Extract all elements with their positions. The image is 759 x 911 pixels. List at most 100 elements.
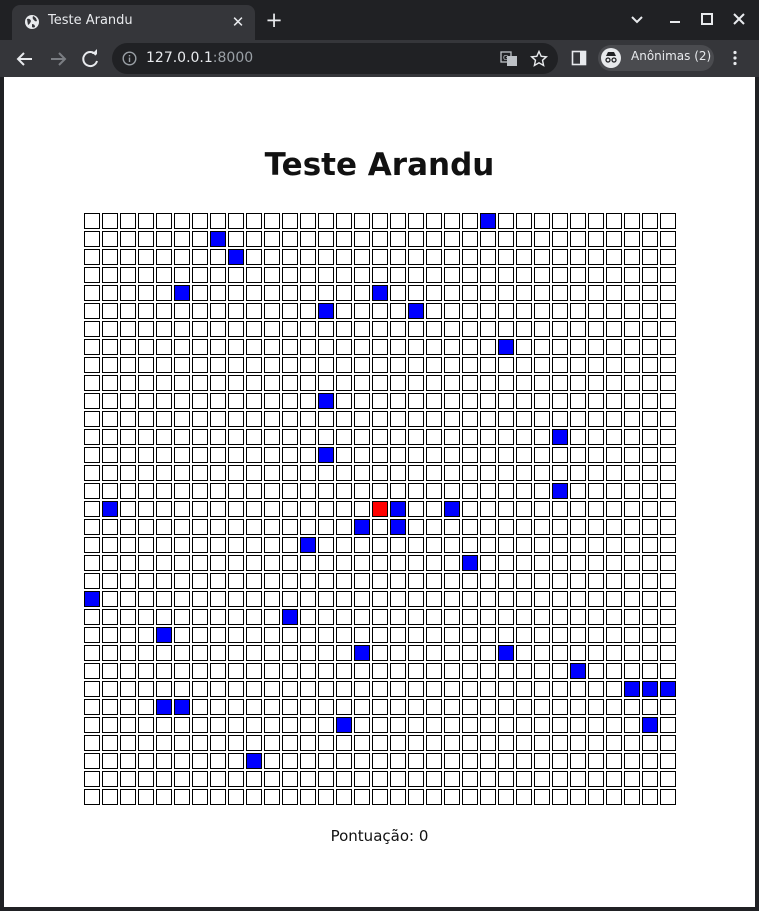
grid-cell <box>534 303 550 319</box>
grid-cell <box>606 717 622 733</box>
grid-cell <box>534 771 550 787</box>
grid-cell <box>228 591 244 607</box>
grid-cell <box>498 465 514 481</box>
grid-cell <box>660 267 676 283</box>
grid-cell <box>102 357 118 373</box>
chevron-down-icon[interactable] <box>623 6 651 34</box>
site-info-icon[interactable] <box>122 51 137 66</box>
grid-cell <box>120 267 136 283</box>
grid-cell <box>552 645 568 661</box>
maximize-icon[interactable] <box>693 6 721 34</box>
grid-cell <box>246 573 262 589</box>
minimize-icon[interactable] <box>661 6 689 34</box>
grid-cell <box>228 393 244 409</box>
grid-cell <box>192 393 208 409</box>
grid-cell <box>444 771 460 787</box>
grid-cell <box>570 573 586 589</box>
grid-cell <box>354 483 370 499</box>
side-panel-icon[interactable] <box>571 50 587 66</box>
grid-cell <box>534 465 550 481</box>
grid-cell <box>462 267 478 283</box>
grid-cell <box>408 717 424 733</box>
grid-cell <box>120 375 136 391</box>
grid-cell <box>318 267 334 283</box>
grid-cell <box>336 411 352 427</box>
grid-cell <box>534 753 550 769</box>
reload-icon[interactable] <box>77 46 103 72</box>
grid-cell <box>264 735 280 751</box>
grid-cell <box>84 627 100 643</box>
grid-cell <box>588 483 604 499</box>
url-text[interactable]: 127.0.0.1:8000 <box>146 50 253 66</box>
grid-cell <box>156 303 172 319</box>
grid-cell <box>444 429 460 445</box>
translate-icon[interactable]: G <box>500 50 518 68</box>
grid-cell <box>660 537 676 553</box>
back-arrow-icon[interactable] <box>12 46 38 72</box>
grid-cell <box>102 627 118 643</box>
grid-cell <box>228 285 244 301</box>
close-tab-icon[interactable]: ✕ <box>231 13 245 31</box>
grid-cell <box>372 735 388 751</box>
grid-cell <box>606 249 622 265</box>
grid-cell <box>408 663 424 679</box>
grid-cell <box>318 573 334 589</box>
grid-cell <box>498 537 514 553</box>
grid-cell <box>642 555 658 571</box>
grid-cell <box>408 447 424 463</box>
grid-cell <box>462 375 478 391</box>
grid-cell <box>210 519 226 535</box>
grid-cell <box>228 483 244 499</box>
player-cell <box>372 501 388 517</box>
grid-cell <box>516 267 532 283</box>
grid-cell <box>318 321 334 337</box>
grid-cell <box>156 681 172 697</box>
grid-cell <box>228 537 244 553</box>
forward-arrow-icon[interactable] <box>45 46 71 72</box>
profile-button[interactable]: Anônimas (2) <box>598 45 714 71</box>
game-board[interactable] <box>84 213 676 805</box>
wall-cell <box>156 627 172 643</box>
grid-cell <box>192 555 208 571</box>
grid-cell <box>660 447 676 463</box>
grid-cell <box>372 447 388 463</box>
wall-cell <box>480 213 496 229</box>
grid-cell <box>156 231 172 247</box>
grid-cell <box>390 555 406 571</box>
grid-cell <box>84 321 100 337</box>
grid-cell <box>174 213 190 229</box>
grid-cell <box>138 627 154 643</box>
grid-cell <box>84 789 100 805</box>
grid-cell <box>480 321 496 337</box>
new-tab-icon[interactable]: + <box>265 8 283 32</box>
bookmark-star-icon[interactable] <box>530 50 548 68</box>
grid-cell <box>624 735 640 751</box>
grid-cell <box>120 591 136 607</box>
grid-cell <box>408 537 424 553</box>
wall-cell <box>552 483 568 499</box>
grid-cell <box>570 267 586 283</box>
more-options-icon[interactable] <box>726 49 744 67</box>
grid-cell <box>210 573 226 589</box>
grid-cell <box>534 735 550 751</box>
wall-cell <box>462 555 478 571</box>
grid-cell <box>282 231 298 247</box>
grid-cell <box>606 501 622 517</box>
grid-cell <box>570 519 586 535</box>
grid-cell <box>300 303 316 319</box>
grid-cell <box>102 447 118 463</box>
grid-cell <box>516 213 532 229</box>
browser-tab[interactable]: Teste Arandu ✕ <box>12 5 255 40</box>
address-bar[interactable]: 127.0.0.1:8000 G <box>112 43 558 74</box>
grid-cell <box>660 339 676 355</box>
grid-cell <box>498 717 514 733</box>
grid-cell <box>498 573 514 589</box>
grid-cell <box>426 753 442 769</box>
grid-cell <box>192 681 208 697</box>
grid-cell <box>660 591 676 607</box>
close-window-icon[interactable] <box>725 6 753 34</box>
grid-cell <box>408 321 424 337</box>
grid-cell <box>390 771 406 787</box>
grid-cell <box>174 303 190 319</box>
grid-cell <box>390 231 406 247</box>
